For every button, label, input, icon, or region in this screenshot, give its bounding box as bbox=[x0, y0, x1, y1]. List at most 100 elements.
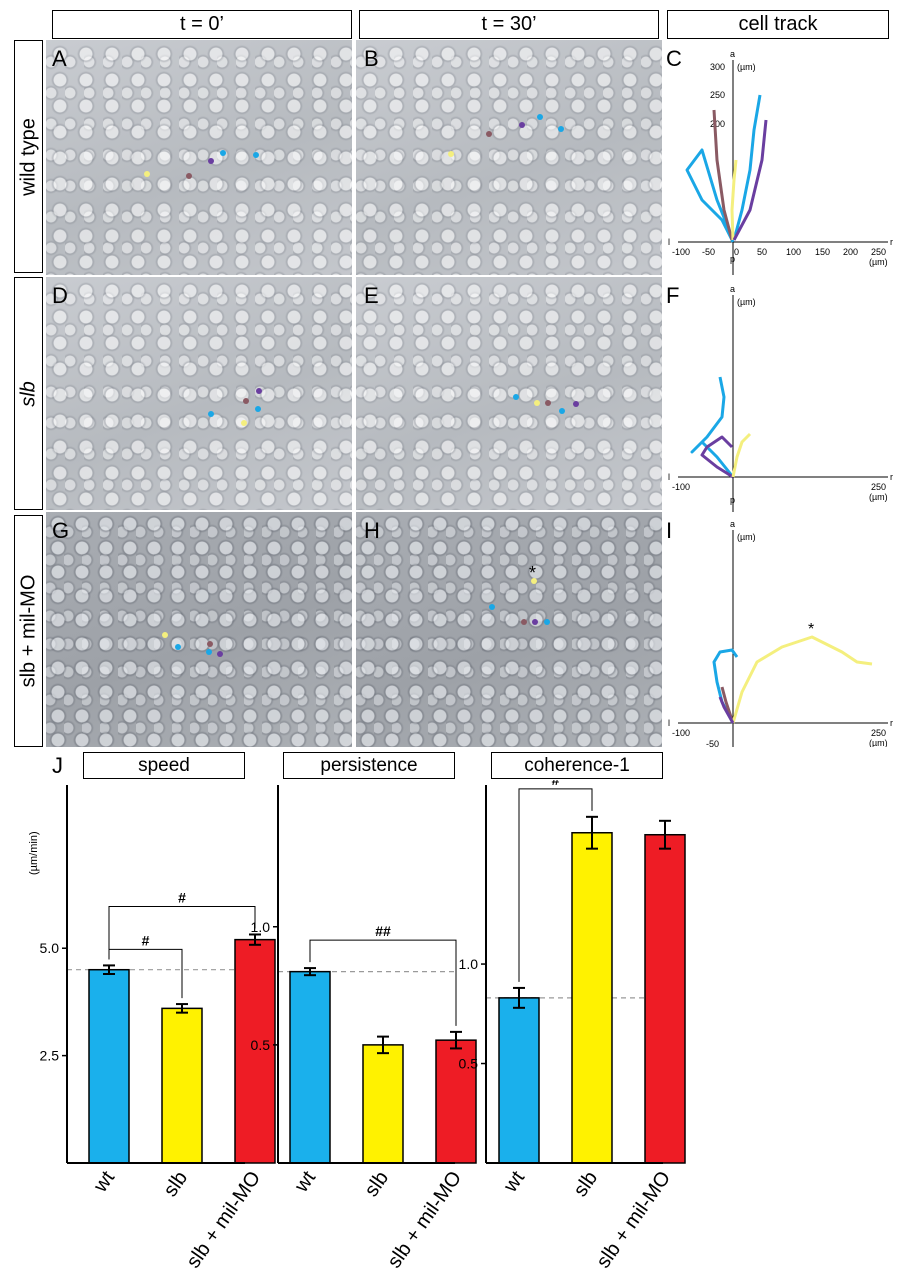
category-label: wt bbox=[290, 1167, 320, 1197]
significance-bracket bbox=[108, 948, 183, 999]
tick-x: 100 bbox=[786, 247, 801, 257]
axis-unit-y: (µm) bbox=[737, 532, 756, 542]
y-tick-label: 2.5 bbox=[40, 1048, 60, 1064]
category-label: slb + mil-MO bbox=[383, 1167, 466, 1272]
bar-slb-mil-mo bbox=[435, 1039, 477, 1164]
track-axes: a l r (µm) (µm) -100 250 p bbox=[668, 284, 893, 512]
micrograph-mil-t30: H * bbox=[356, 512, 662, 747]
cell-dot-purple bbox=[519, 122, 525, 128]
chart-title-speed-text: speed bbox=[138, 754, 190, 776]
axis-label-r: r bbox=[890, 237, 893, 247]
cell-dot-purple bbox=[217, 651, 223, 657]
axis-label-p: p bbox=[730, 254, 735, 264]
cell-dot-brown bbox=[243, 398, 249, 404]
axis-label-p: p bbox=[730, 495, 735, 505]
row-label-slb-mil-mo-text: slb + mil-MO bbox=[17, 574, 39, 688]
panel-label-f: F bbox=[666, 283, 679, 308]
axis-label-a: a bbox=[730, 284, 735, 294]
significance-bracket bbox=[518, 788, 593, 982]
row-label-slb: slb bbox=[14, 277, 43, 510]
bar-wt bbox=[88, 968, 130, 1164]
tick-y: 250 bbox=[710, 90, 725, 100]
y-axis-label: (µm/min) bbox=[28, 831, 40, 875]
axis-unit-y: (µm) bbox=[737, 297, 756, 307]
category-label: slb + mil-MO bbox=[182, 1167, 265, 1272]
cell-dot-yellow bbox=[448, 151, 454, 157]
cell-dot-brown bbox=[486, 131, 492, 137]
column-header-t0: t = 0’ bbox=[52, 10, 352, 39]
track-cyan bbox=[732, 94, 762, 241]
cell-dot-cyan bbox=[208, 411, 214, 417]
tick-x: 0 bbox=[734, 247, 739, 257]
cell-dot-cyan bbox=[220, 150, 226, 156]
track-yellow bbox=[730, 159, 738, 241]
micrograph-wt-t0: A bbox=[46, 40, 352, 275]
bar-slb-mil-mo bbox=[644, 833, 686, 1164]
cell-dot-cyan bbox=[489, 604, 495, 610]
track-cyan bbox=[685, 148, 735, 243]
tick-x: 50 bbox=[757, 247, 767, 257]
category-label: slb bbox=[360, 1167, 393, 1201]
row-label-slb-mil-mo: slb + mil-MO bbox=[14, 515, 43, 747]
category-label: slb + mil-MO bbox=[592, 1167, 675, 1272]
column-header-t30-label: t = 30’ bbox=[481, 13, 537, 35]
cell-dot-purple bbox=[532, 619, 538, 625]
chart-title-coherence: coherence-1 bbox=[491, 752, 663, 779]
bar-slb bbox=[362, 1044, 404, 1164]
tick-x: 200 bbox=[843, 247, 858, 257]
cell-dot-cyan bbox=[513, 394, 519, 400]
track-purple bbox=[732, 119, 768, 241]
cell-dot-yellow bbox=[144, 171, 150, 177]
panel-label-g: G bbox=[52, 518, 70, 543]
cell-dot-yellow bbox=[241, 420, 247, 426]
axis-unit-y: (µm) bbox=[737, 62, 756, 72]
y-tick-label: 0.5 bbox=[459, 1056, 479, 1072]
tick-x: 250 bbox=[871, 482, 886, 492]
category-label: wt bbox=[89, 1167, 119, 1197]
tick-x: 150 bbox=[815, 247, 830, 257]
cell-dot-cyan bbox=[558, 126, 564, 132]
tick-x: 250 bbox=[871, 247, 886, 257]
category-label: slb bbox=[159, 1167, 192, 1201]
axis-unit-x: (µm) bbox=[869, 738, 888, 747]
panel-label-d: D bbox=[52, 283, 68, 308]
axis-label-r: r bbox=[890, 718, 893, 728]
axis-label-a: a bbox=[730, 49, 735, 59]
tick-x: -100 bbox=[672, 728, 690, 738]
axis-unit-x: (µm) bbox=[869, 492, 888, 502]
significance-bracket bbox=[108, 905, 256, 960]
micrograph-slb-t30: E bbox=[356, 277, 662, 510]
panel-label-a: A bbox=[52, 46, 67, 71]
panel-label-e: E bbox=[364, 283, 379, 308]
cell-dot-cyan bbox=[253, 152, 259, 158]
cell-dot-cyan bbox=[255, 406, 261, 412]
row-label-slb-text: slb bbox=[17, 380, 39, 407]
significance-label: # bbox=[178, 889, 186, 905]
chart-title-speed: speed bbox=[83, 752, 245, 779]
cell-track-plot-mil: I a l r (µm) (µm) -50 -100 250 * bbox=[666, 518, 893, 747]
chart-title-coherence-text: coherence-1 bbox=[524, 754, 630, 776]
axis-label-l: l bbox=[668, 718, 670, 728]
cell-dot-brown bbox=[545, 400, 551, 406]
significance-label: # bbox=[552, 780, 560, 788]
axis-unit-x: (µm) bbox=[869, 257, 888, 267]
column-header-t0-label: t = 0’ bbox=[180, 13, 224, 35]
y-tick-label: 0.5 bbox=[251, 1037, 271, 1053]
chart-title-persistence: persistence bbox=[283, 752, 455, 779]
tick-x: -100 bbox=[672, 247, 690, 257]
column-header-t30: t = 30’ bbox=[359, 10, 659, 39]
chart-title-persistence-text: persistence bbox=[320, 754, 418, 776]
bar-wt bbox=[498, 997, 540, 1164]
significance-bracket bbox=[309, 939, 457, 1026]
track-axes: a l r (µm) (µm) -50 -100 250 bbox=[668, 519, 893, 747]
significance-label: # bbox=[142, 932, 150, 948]
cell-dot-yellow bbox=[534, 400, 540, 406]
y-tick-label: 1.0 bbox=[251, 919, 271, 935]
track-purple bbox=[718, 696, 735, 724]
track-axes: a l r (µm) (µm) 300 250 200 -100 -50 0 5… bbox=[668, 49, 893, 275]
tick-x: 250 bbox=[871, 728, 886, 738]
track-yellow bbox=[731, 432, 752, 478]
row-label-wild-type-text: wild type bbox=[17, 117, 39, 196]
row-label-wild-type: wild type bbox=[14, 40, 43, 273]
